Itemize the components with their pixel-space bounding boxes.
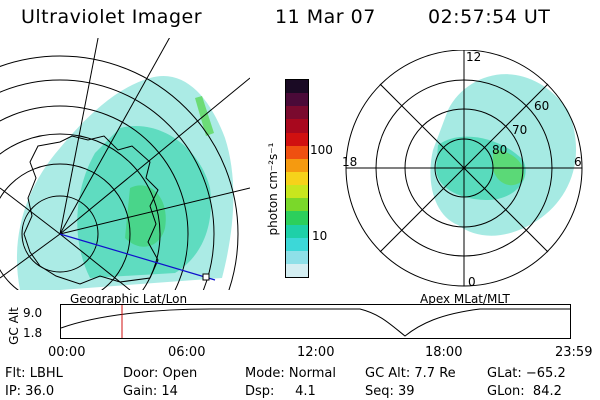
timeline-ytick-low: 1.8: [23, 326, 43, 340]
instrument-title: Ultraviolet Imager: [21, 6, 203, 28]
left-panel-caption: Geographic Lat/Lon: [70, 292, 188, 306]
timeline-xtick-3: 18:00: [425, 345, 463, 360]
info-ip: IP: 36.0: [5, 384, 55, 399]
info-dsp: Dsp: 4.1: [245, 384, 316, 399]
mlat-label-60: 60: [534, 99, 549, 113]
gc-alt-timeline: [60, 304, 571, 339]
timeline-xtick-1: 06:00: [168, 345, 206, 360]
timeline-xtick-2: 12:00: [297, 345, 335, 360]
latitude-grid: [0, 55, 239, 290]
info-filter: Flt: LBHL: [5, 366, 63, 381]
info-seq: Seq: 39: [365, 384, 415, 399]
colorbar-band: [286, 237, 308, 251]
time-label: 02:57:54 UT: [428, 6, 551, 28]
colorbar-band: [286, 171, 308, 186]
colorbar-tick-10: 10: [312, 229, 328, 243]
colorbar-band: [286, 119, 308, 133]
antarctica-coastline: [23, 135, 159, 285]
colorbar-band: [286, 198, 308, 212]
info-gc-alt: GC Alt: 7.7 Re: [365, 366, 456, 381]
info-door: Door: Open: [123, 366, 198, 381]
longitude-grid: [0, 38, 250, 290]
info-mode: Mode: Normal: [245, 366, 336, 381]
mlt-label-6: 6: [574, 155, 582, 169]
timeline-xtick-4: 23:59: [555, 345, 593, 360]
mlat-label-70: 70: [512, 123, 527, 137]
date-label: 11 Mar 07: [275, 6, 376, 28]
colorbar-band: [286, 132, 308, 146]
colorbar-band: [286, 158, 308, 172]
timeline-xtick-0: 00:00: [48, 345, 86, 360]
orbit-track: [59, 233, 216, 281]
colorbar-band: [286, 263, 308, 278]
gc-alt-curve: [60, 308, 570, 337]
timeline-y-label: GC Alt: [7, 307, 21, 345]
colorbar-label: photon cm⁻²s⁻¹: [266, 142, 280, 236]
info-gain: Gain: 14: [123, 384, 178, 399]
mlt-label-18: 18: [342, 155, 357, 169]
info-glat: GLat: −65.2: [487, 366, 566, 381]
colorbar-band: [286, 80, 308, 94]
colorbar-band: [286, 211, 308, 225]
polar-mlt-plot: 12 18 6 0 60 70 80: [342, 50, 583, 289]
colorbar-band: [286, 185, 308, 199]
colorbar-tick-100: 100: [310, 143, 333, 157]
timeline-ytick-high: 9.0: [23, 306, 43, 320]
colorbar-band: [286, 145, 308, 159]
geographic-image: [0, 38, 250, 290]
mlt-label-0: 0: [468, 275, 476, 289]
right-panel-caption: Apex MLat/MLT: [420, 292, 510, 306]
colorbar-band: [286, 250, 308, 264]
colorbar-band: [286, 106, 308, 120]
colorbar-band: [286, 93, 308, 107]
colorbar: [285, 79, 309, 278]
info-glon: GLon: 84.2: [487, 384, 562, 399]
mlt-label-12: 12: [466, 50, 481, 64]
colorbar-band: [286, 224, 308, 238]
mlat-label-80: 80: [492, 143, 507, 157]
